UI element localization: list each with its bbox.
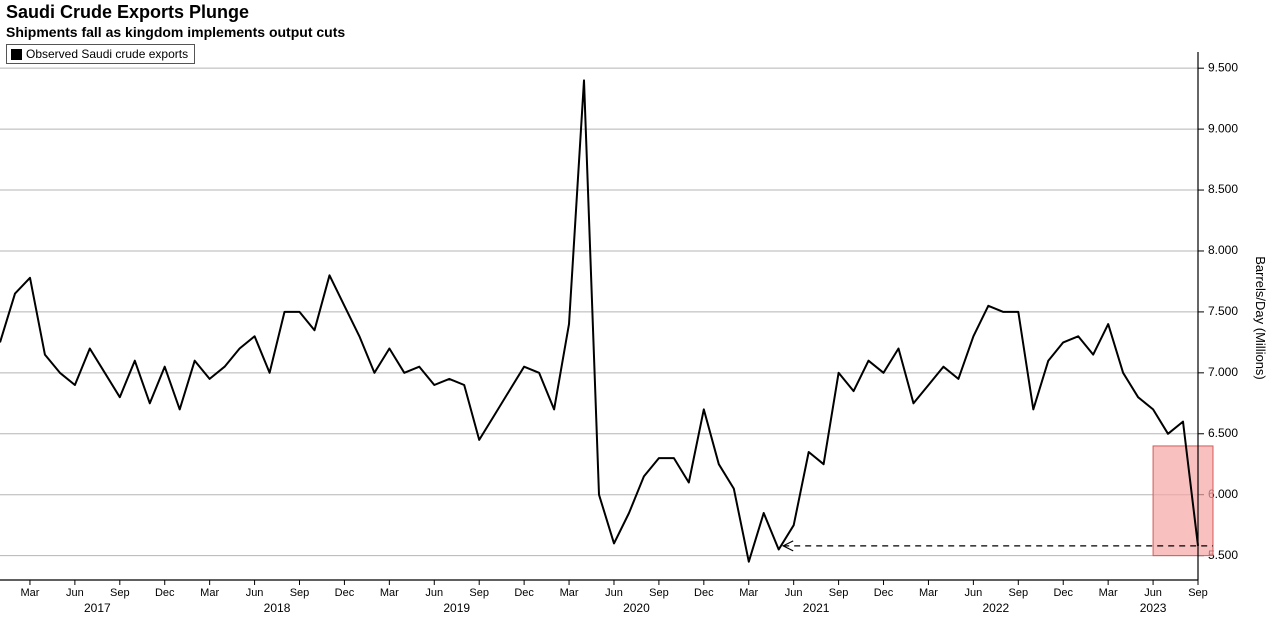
chart-title: Saudi Crude Exports Plunge (6, 2, 249, 23)
svg-text:Mar: Mar (20, 587, 39, 599)
legend-swatch (11, 49, 22, 60)
svg-text:Mar: Mar (380, 587, 399, 599)
svg-text:Dec: Dec (514, 587, 534, 599)
legend-label: Observed Saudi crude exports (26, 47, 188, 61)
svg-text:8.000: 8.000 (1208, 243, 1238, 257)
svg-text:Dec: Dec (1053, 587, 1073, 599)
svg-text:8.500: 8.500 (1208, 182, 1238, 196)
svg-text:Mar: Mar (739, 587, 758, 599)
chart-subtitle: Shipments fall as kingdom implements out… (6, 24, 345, 40)
svg-text:2022: 2022 (982, 601, 1009, 615)
svg-text:Jun: Jun (965, 587, 983, 599)
svg-text:Sep: Sep (290, 587, 310, 599)
svg-text:Jun: Jun (425, 587, 443, 599)
svg-text:Sep: Sep (110, 587, 130, 599)
chart-svg: 5.5006.0006.5007.0007.5008.0008.5009.000… (0, 0, 1273, 635)
svg-text:Sep: Sep (1009, 587, 1029, 599)
svg-text:2019: 2019 (443, 601, 470, 615)
svg-text:Jun: Jun (66, 587, 84, 599)
svg-text:Sep: Sep (469, 587, 489, 599)
svg-text:7.000: 7.000 (1208, 365, 1238, 379)
svg-text:Barrels/Day (Millions): Barrels/Day (Millions) (1253, 256, 1268, 380)
svg-text:Mar: Mar (1099, 587, 1118, 599)
svg-text:9.000: 9.000 (1208, 121, 1238, 135)
svg-text:2017: 2017 (84, 601, 111, 615)
svg-text:Dec: Dec (155, 587, 175, 599)
svg-text:Dec: Dec (874, 587, 894, 599)
svg-text:Jun: Jun (1144, 587, 1162, 599)
svg-text:9.500: 9.500 (1208, 60, 1238, 74)
legend: Observed Saudi crude exports (6, 44, 195, 64)
svg-text:6.500: 6.500 (1208, 426, 1238, 440)
chart-container: Saudi Crude Exports Plunge Shipments fal… (0, 0, 1273, 635)
svg-text:Sep: Sep (829, 587, 849, 599)
svg-text:7.500: 7.500 (1208, 304, 1238, 318)
svg-text:2020: 2020 (623, 601, 650, 615)
svg-text:2018: 2018 (264, 601, 291, 615)
svg-text:Jun: Jun (785, 587, 803, 599)
svg-text:Sep: Sep (649, 587, 669, 599)
svg-text:Dec: Dec (335, 587, 355, 599)
svg-text:Jun: Jun (605, 587, 623, 599)
svg-text:Mar: Mar (200, 587, 219, 599)
svg-text:Jun: Jun (246, 587, 264, 599)
svg-text:Mar: Mar (560, 587, 579, 599)
svg-text:2023: 2023 (1140, 601, 1167, 615)
svg-text:Sep: Sep (1188, 587, 1208, 599)
svg-text:Dec: Dec (694, 587, 714, 599)
svg-text:Mar: Mar (919, 587, 938, 599)
svg-text:2021: 2021 (803, 601, 830, 615)
